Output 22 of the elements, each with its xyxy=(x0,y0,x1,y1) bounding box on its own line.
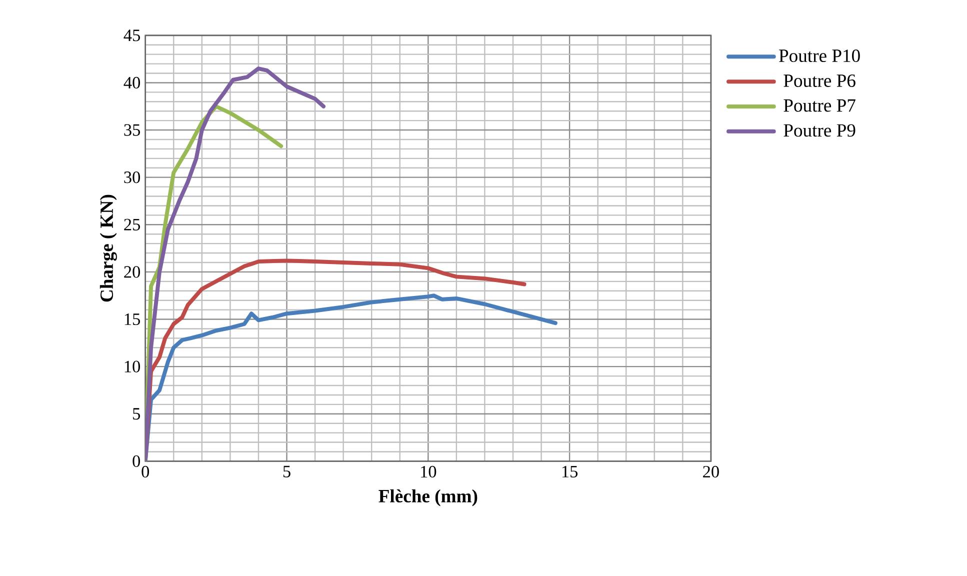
legend-label: Poutre P9 xyxy=(784,124,856,137)
x-tick-label: 5 xyxy=(283,466,290,478)
legend-label: Poutre P6 xyxy=(784,74,856,87)
x-tick-label: 20 xyxy=(703,466,719,478)
y-tick-label: 20 xyxy=(124,266,140,278)
y-tick-label: 0 xyxy=(132,455,140,467)
y-tick-label: 35 xyxy=(124,124,140,136)
x-axis-title: Flèche (mm) xyxy=(378,489,478,506)
y-axis-title: Charge ( KN) xyxy=(100,194,117,302)
line-series xyxy=(145,66,326,462)
y-tick-label: 45 xyxy=(124,29,140,42)
x-tick-label: 10 xyxy=(421,466,436,478)
y-tick-label: 40 xyxy=(124,76,140,88)
x-tick-label: 0 xyxy=(142,466,150,478)
y-tick-label: 10 xyxy=(124,360,140,372)
legend-label: Poutre P10 xyxy=(779,49,860,62)
y-tick-label: 30 xyxy=(124,171,140,184)
y-tick-label: 25 xyxy=(124,218,140,230)
legend-label: Poutre P7 xyxy=(784,99,856,112)
y-tick-label: 5 xyxy=(133,408,140,420)
x-tick-label: 15 xyxy=(562,466,578,478)
y-tick-label: 15 xyxy=(124,313,140,325)
